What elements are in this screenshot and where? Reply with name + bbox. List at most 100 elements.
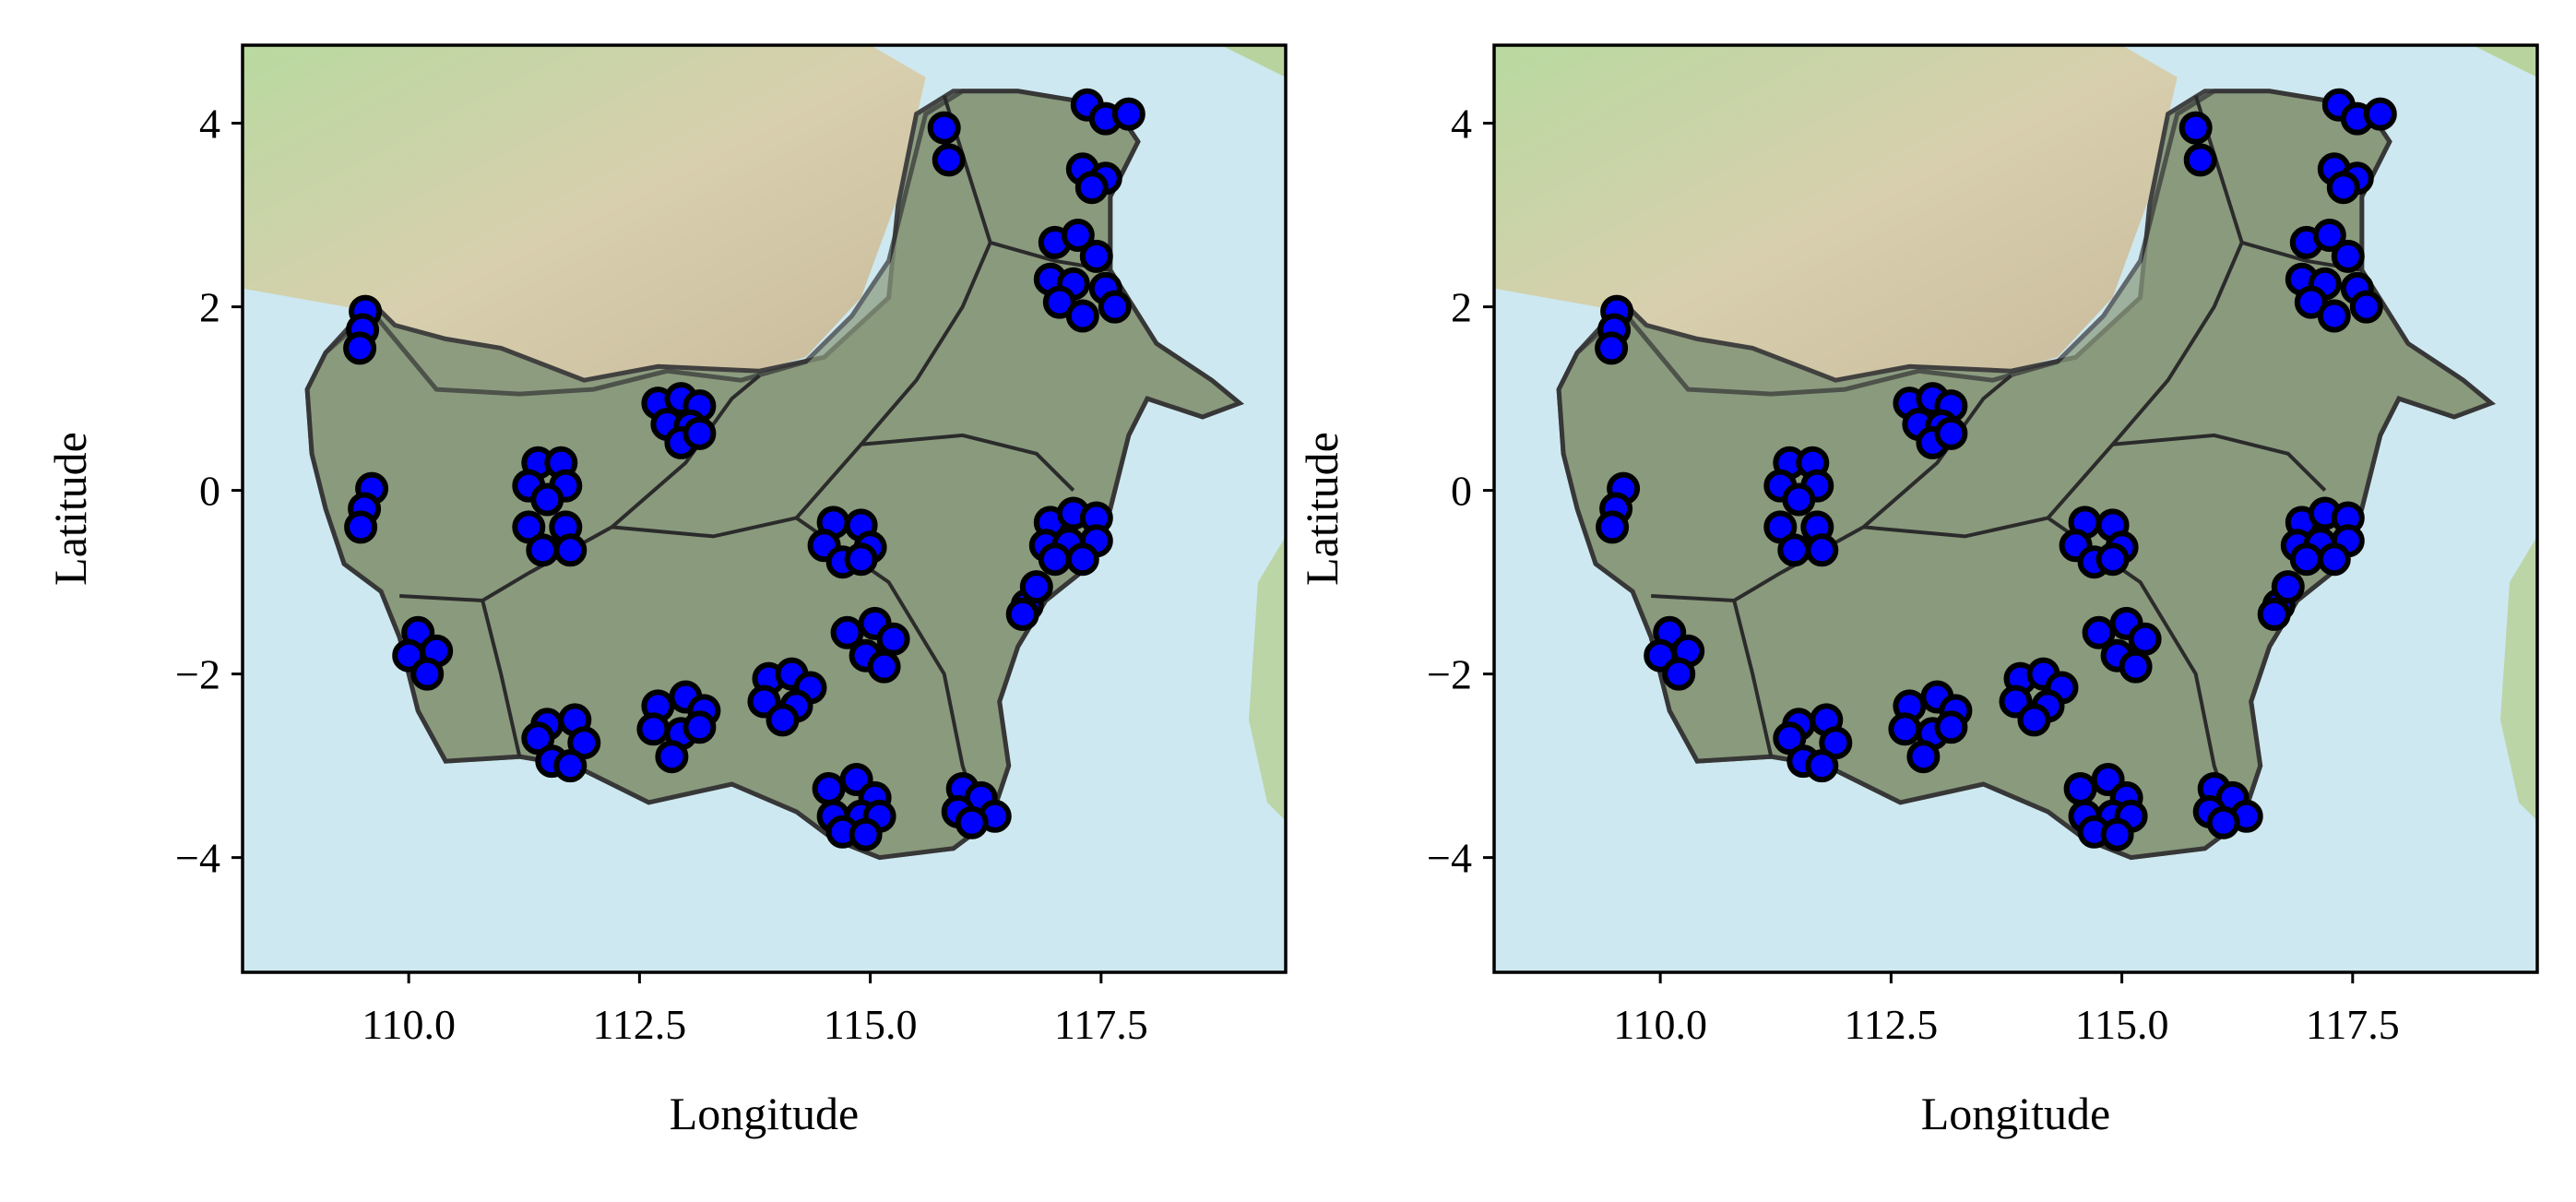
location-point <box>1888 712 1922 746</box>
location-point <box>1662 657 1696 691</box>
x-tick-label: 115.0 <box>824 1001 918 1048</box>
location-point <box>1805 533 1839 567</box>
location-point <box>1038 542 1072 577</box>
location-point <box>344 510 378 544</box>
location-point <box>1777 533 1811 567</box>
x-tick-label: 112.5 <box>1844 1001 1938 1048</box>
location-point <box>553 533 588 567</box>
land-background <box>2472 45 2537 77</box>
x-axis-label: Longitude <box>1921 1088 2111 1139</box>
y-tick-label: 0 <box>199 468 220 515</box>
axes-frame <box>1492 43 2539 974</box>
location-point <box>1019 570 1053 604</box>
y-tick-label: 0 <box>1451 468 1472 515</box>
location-point <box>2063 772 2097 805</box>
location-point <box>844 542 878 577</box>
location-point <box>2289 542 2323 577</box>
x-tick-label: 117.5 <box>2306 1001 2400 1048</box>
location-point <box>766 703 800 737</box>
y-tick-label: −4 <box>1427 835 1472 882</box>
y-tick-label: −4 <box>175 835 220 882</box>
location-point <box>2326 171 2360 205</box>
location-point <box>1111 97 1146 131</box>
location-point <box>812 772 846 805</box>
province-border <box>2112 433 2327 493</box>
location-point <box>1782 482 1816 517</box>
basemap <box>243 45 1286 972</box>
location-point <box>932 143 966 177</box>
location-point <box>1934 416 1968 450</box>
location-point <box>2317 299 2351 333</box>
location-point <box>526 533 560 567</box>
location-point <box>2331 239 2365 273</box>
location-point <box>1065 542 1099 577</box>
location-point <box>2349 290 2383 324</box>
location-point <box>867 649 901 684</box>
location-point <box>2119 649 2153 684</box>
basemap <box>1494 45 2537 972</box>
location-point <box>1596 510 1630 544</box>
y-axis-label: Latitude <box>1296 432 1347 586</box>
land-background <box>2500 536 2537 821</box>
location-point <box>2017 703 2051 737</box>
y-tick-label: 2 <box>1451 284 1472 331</box>
axes-frame <box>241 43 1288 974</box>
location-point <box>1065 299 1099 333</box>
land-background <box>1494 45 2178 395</box>
y-tick-label: 4 <box>199 101 220 148</box>
location-point <box>410 657 445 691</box>
y-tick-label: 4 <box>1451 101 1472 148</box>
location-point <box>2317 542 2351 577</box>
location-point <box>927 111 961 145</box>
location-point <box>1061 219 1095 252</box>
y-tick-label: −2 <box>175 651 220 698</box>
x-tick-label: 110.0 <box>1613 1001 1707 1048</box>
location-point <box>955 805 989 839</box>
location-point <box>2095 542 2130 577</box>
map-panel-left: 110.0 112.5 115.0 117.5 4 2 0 −2 −4 Longitude Lati… <box>44 43 1288 1139</box>
y-tick-label: 2 <box>199 284 220 331</box>
x-axis-label: Longitude <box>670 1088 860 1139</box>
land-background <box>1249 536 1286 821</box>
location-point <box>2100 817 2134 851</box>
y-axis-label: Latitude <box>44 432 96 586</box>
map-panel-right: 110.0 112.5 115.0 117.5 4 2 0 −2 −4 Longitude Lati… <box>1296 43 2539 1139</box>
location-point <box>2257 597 2291 631</box>
location-point <box>2178 111 2213 145</box>
location-point <box>553 749 588 783</box>
location-point <box>683 710 717 744</box>
location-point <box>1098 290 1132 324</box>
location-point <box>2363 97 2397 131</box>
x-tick-label: 110.0 <box>362 1001 456 1048</box>
location-point <box>636 712 671 746</box>
location-point <box>1934 710 1968 744</box>
land-background <box>243 45 926 395</box>
location-point <box>2128 622 2162 656</box>
location-point <box>530 482 564 517</box>
y-tick-label: −2 <box>1427 651 1472 698</box>
province-border <box>611 95 992 539</box>
location-point <box>1906 740 1941 774</box>
province-border <box>861 433 1075 493</box>
location-point <box>655 740 689 774</box>
location-point <box>1595 331 1629 365</box>
location-point <box>683 416 717 450</box>
province-border <box>1863 95 2244 539</box>
x-tick-label: 115.0 <box>2075 1001 2169 1048</box>
location-point <box>1805 749 1839 783</box>
location-point <box>849 817 883 851</box>
x-tick-label: 117.5 <box>1054 1001 1148 1048</box>
location-point <box>1074 171 1109 205</box>
kalimantan-region <box>1556 89 2496 861</box>
location-point <box>1005 597 1039 631</box>
province-border <box>1732 600 1774 757</box>
land-background <box>1220 45 1286 77</box>
province-border <box>481 600 522 757</box>
location-point <box>343 331 377 365</box>
x-tick-label: 112.5 <box>592 1001 686 1048</box>
kalimantan-region <box>304 89 1244 861</box>
location-point <box>2271 570 2305 604</box>
location-point <box>2183 143 2217 177</box>
location-point <box>2206 805 2240 839</box>
